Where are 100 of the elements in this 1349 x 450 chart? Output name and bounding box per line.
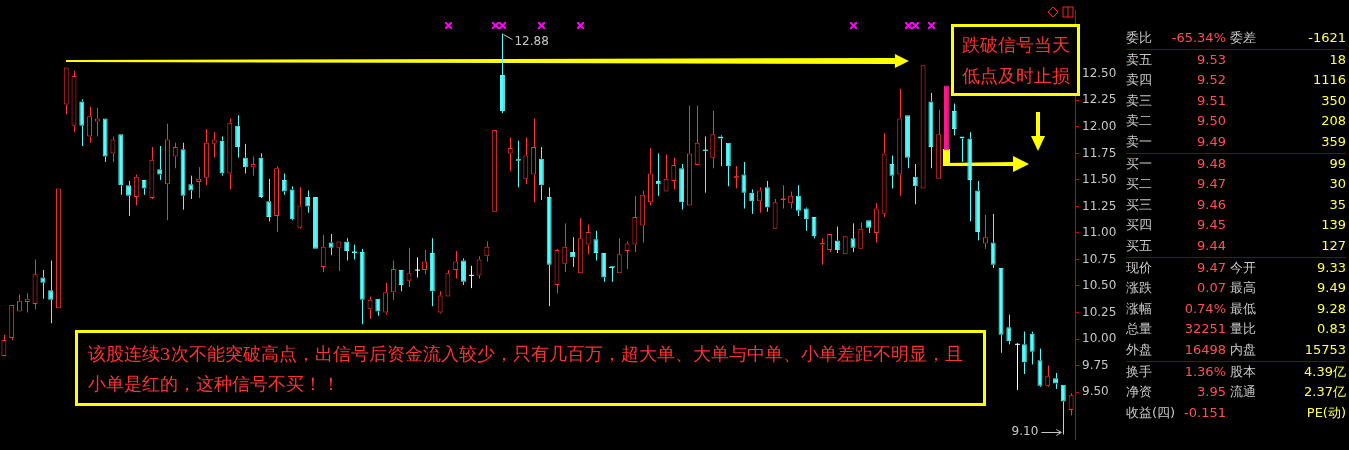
candlestick [531, 117, 537, 203]
candlestick [679, 163, 685, 211]
candlestick [609, 266, 616, 283]
candlestick [1053, 372, 1058, 390]
candlestick [390, 260, 396, 301]
candlestick [928, 92, 934, 169]
candlestick [344, 237, 350, 262]
candlestick [196, 166, 202, 199]
candlestick [764, 180, 770, 213]
candlestick [803, 208, 809, 232]
candlestick [718, 136, 724, 167]
candlestick [570, 236, 576, 268]
candlestick [1, 334, 7, 356]
text: 委比 -65.34% 委差 -1621 [1126, 30, 1346, 45]
y-tick-label: 10.00 [1082, 331, 1117, 346]
candlestick [297, 186, 303, 228]
candlestick [788, 191, 794, 210]
y-tick-label: 11.50 [1082, 172, 1117, 187]
candlestick [351, 244, 358, 260]
candlestick [951, 103, 957, 136]
candlestick [289, 185, 295, 220]
candlestick [24, 292, 30, 314]
candlestick [671, 157, 677, 190]
candlestick [858, 221, 864, 249]
candlestick [694, 105, 700, 166]
candlestick [17, 293, 22, 312]
candlestick [87, 106, 93, 144]
candlestick [648, 147, 653, 206]
candlestick [149, 146, 155, 198]
text: 涨幅 0.74% 最低 9.28 [1126, 300, 1346, 316]
candlestick [180, 142, 186, 211]
candlestick [1014, 342, 1021, 391]
candlestick [975, 180, 981, 241]
candlestick [1060, 384, 1066, 435]
candlestick [79, 98, 85, 147]
candlestick [710, 110, 716, 169]
candlestick [242, 143, 248, 175]
candlestick [266, 178, 272, 222]
candlestick [757, 186, 762, 214]
text: 卖五 9.53 18 [1126, 51, 1346, 67]
candlestick [468, 265, 475, 289]
candlestick [1021, 331, 1027, 375]
candlestick [274, 165, 279, 233]
text: 卖四 9.52 1116 [1126, 72, 1346, 88]
candlestick [63, 67, 69, 115]
text: 卖三 9.51 350 [1126, 92, 1346, 108]
candlestick [827, 234, 833, 253]
annotation: 跌破信号当天低点及时止损 [951, 24, 1080, 96]
candlestick [881, 132, 887, 218]
candlestick [905, 115, 910, 169]
candlestick [562, 222, 568, 273]
text: 涨跌 0.07 最高 9.49 [1126, 280, 1346, 296]
annotation: 该股连续3次不能突破高点，出信号后资金流入较少，只有几百万，超大单、大单与中单、小单差距不明显，且小单是红的，这种信号不买！！ [74, 330, 987, 406]
candlestick [990, 213, 996, 269]
y-tick-label: 10.25 [1082, 304, 1117, 319]
candlestick [889, 155, 895, 189]
candlestick [585, 223, 591, 255]
candlestick [110, 135, 116, 163]
candlestick [624, 240, 630, 270]
candlestick [897, 88, 903, 197]
candlestick [328, 233, 334, 256]
candlestick [281, 173, 287, 196]
candlestick [982, 214, 988, 250]
text: 买三 9.46 35 [1126, 196, 1346, 212]
candlestick [165, 123, 170, 221]
candlestick [461, 257, 466, 286]
candlestick [188, 175, 194, 200]
candlestick [398, 270, 404, 292]
candlestick [227, 117, 233, 190]
candlestick [102, 118, 108, 163]
candlestick [320, 234, 326, 273]
candlestick [1045, 365, 1051, 386]
candlestick [655, 152, 661, 197]
candlestick [157, 145, 163, 181]
candlestick [1037, 348, 1043, 386]
candlestick [601, 253, 607, 283]
candlestick [686, 105, 692, 206]
candlestick [936, 109, 942, 179]
candlestick [523, 136, 529, 185]
candlestick [32, 258, 38, 310]
candlestick [445, 269, 451, 297]
candlestick [429, 237, 435, 307]
candlestick [546, 186, 552, 307]
candlestick [250, 156, 256, 177]
text: 总量 32251 量比 0.83 [1126, 321, 1346, 337]
annotation: 12.88 [514, 33, 549, 48]
candlestick [126, 180, 131, 217]
candlestick [866, 220, 872, 234]
y-tick-label: 11.25 [1082, 198, 1117, 213]
candlestick [834, 226, 840, 254]
candlestick [577, 217, 583, 274]
candlestick [967, 131, 973, 222]
text: 买五 9.44 127 [1126, 237, 1346, 253]
text: 净资 3.95 流通 2.37亿 [1126, 384, 1346, 400]
candlestick [9, 305, 15, 341]
y-tick-label: 9.75 [1082, 357, 1109, 372]
text: 现价 9.47 今开 9.33 [1126, 259, 1346, 275]
candlestick [305, 190, 311, 214]
candlestick [383, 282, 389, 316]
candlestick [772, 198, 778, 229]
